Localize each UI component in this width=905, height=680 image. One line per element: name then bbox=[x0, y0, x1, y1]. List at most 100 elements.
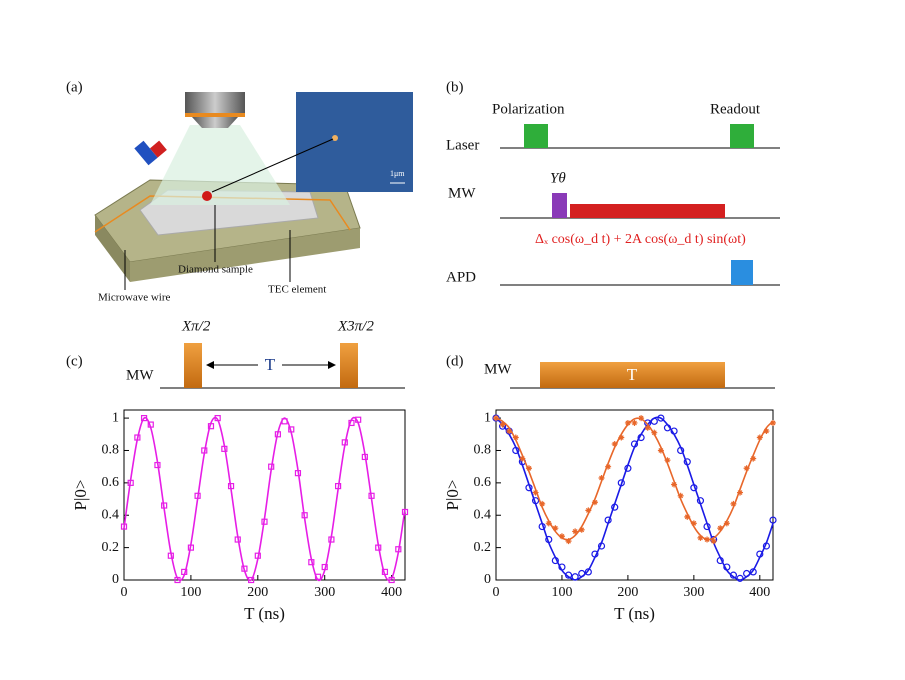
data-point bbox=[525, 465, 532, 472]
data-point bbox=[539, 500, 546, 507]
setup-illustration bbox=[94, 92, 413, 290]
label: Diamond sample bbox=[178, 264, 253, 276]
duration-label: T bbox=[627, 365, 638, 384]
y-tick-label: 0 bbox=[484, 572, 491, 587]
y-tick-label: 0.8 bbox=[102, 443, 120, 458]
y-tick-label: 0.6 bbox=[102, 475, 120, 490]
pulse bbox=[552, 193, 567, 218]
x-axis-label: T (ns) bbox=[614, 604, 655, 623]
data-point bbox=[598, 475, 605, 481]
data-point bbox=[730, 500, 737, 507]
label: Microwave wire bbox=[98, 292, 171, 304]
data-point bbox=[565, 538, 572, 545]
pulse-label: Polarization bbox=[492, 101, 565, 117]
data-point bbox=[631, 419, 638, 426]
data-point bbox=[572, 528, 579, 535]
row-label: Laser bbox=[446, 137, 479, 153]
y-tick-label: 0.2 bbox=[102, 540, 120, 555]
data-point bbox=[770, 419, 776, 426]
row-label: APD bbox=[446, 269, 476, 285]
y-tick-label: 0.4 bbox=[102, 507, 120, 522]
x-tick-label: 300 bbox=[683, 585, 704, 600]
row-label: MW bbox=[484, 361, 512, 377]
data-point bbox=[769, 516, 777, 524]
row-label: MW bbox=[126, 367, 154, 383]
x-tick-label: 300 bbox=[314, 585, 335, 600]
x-tick-label: 100 bbox=[180, 585, 201, 600]
x-tick-label: 100 bbox=[551, 585, 572, 600]
data-point bbox=[723, 520, 730, 527]
data-point bbox=[578, 526, 585, 533]
data-point bbox=[690, 520, 697, 527]
panel-label: (c) bbox=[66, 353, 83, 369]
y-axis-label: P|0> bbox=[71, 480, 90, 511]
plot-frame bbox=[495, 409, 774, 581]
pulse bbox=[731, 260, 753, 285]
fit-line bbox=[495, 416, 774, 581]
data-point bbox=[651, 429, 658, 436]
data-point bbox=[671, 481, 678, 488]
pulse-label: Readout bbox=[710, 101, 761, 117]
panel-label: (d) bbox=[446, 353, 464, 369]
fit-line bbox=[495, 417, 774, 541]
data-point bbox=[710, 538, 717, 545]
data-point bbox=[763, 428, 770, 435]
pulse-label: X3π/2 bbox=[337, 318, 374, 334]
y-tick-label: 0 bbox=[112, 572, 119, 587]
panel-label: (b) bbox=[446, 79, 464, 95]
data-point bbox=[611, 441, 618, 447]
data-point bbox=[585, 507, 592, 514]
data-point bbox=[697, 534, 704, 541]
gap-label: T bbox=[265, 355, 276, 374]
data-point bbox=[552, 525, 559, 532]
data-point bbox=[657, 447, 664, 454]
y-tick-label: 0.4 bbox=[474, 507, 492, 522]
pulse bbox=[524, 124, 548, 148]
y-tick-label: 1 bbox=[112, 410, 119, 425]
drive-formula: Δₓ cos(ω_d t) + 2A cos(ω_d t) sin(ωt) bbox=[535, 232, 746, 247]
panel-label: (a) bbox=[66, 79, 83, 95]
pulse-label: Xπ/2 bbox=[181, 318, 211, 334]
x-tick-label: 0 bbox=[493, 585, 500, 600]
y-tick-label: 0.8 bbox=[474, 443, 492, 458]
row-label: MW bbox=[448, 185, 476, 201]
pulse bbox=[340, 343, 358, 388]
pulse bbox=[540, 362, 725, 388]
x-tick-label: 0 bbox=[121, 585, 128, 600]
y-axis-label: P|0> bbox=[443, 480, 462, 511]
y-tick-label: 0.6 bbox=[474, 475, 492, 490]
data-point bbox=[605, 463, 612, 470]
data-point bbox=[545, 520, 552, 527]
data-point bbox=[499, 421, 506, 428]
fit-line bbox=[123, 416, 406, 582]
data-point bbox=[618, 434, 625, 441]
data-point bbox=[558, 533, 565, 540]
data-point bbox=[684, 513, 691, 520]
data-point bbox=[743, 465, 750, 472]
x-tick-label: 400 bbox=[749, 585, 770, 600]
data-point bbox=[664, 457, 671, 464]
pulse bbox=[184, 343, 202, 388]
y-tick-label: 1 bbox=[484, 410, 491, 425]
pulse bbox=[570, 204, 725, 218]
scale-label: 1μm bbox=[390, 169, 405, 178]
data-point bbox=[591, 499, 598, 506]
data-point bbox=[677, 492, 684, 499]
data-point bbox=[624, 419, 631, 426]
plot-frame bbox=[123, 409, 406, 581]
data-point bbox=[644, 424, 651, 431]
pulse bbox=[730, 124, 754, 148]
y-tick-label: 0.2 bbox=[474, 540, 492, 555]
data-point bbox=[532, 489, 539, 496]
x-tick-label: 400 bbox=[381, 585, 402, 600]
data-point bbox=[737, 489, 744, 496]
pulse-label: Yθ bbox=[550, 170, 566, 186]
label: TEC element bbox=[268, 284, 326, 296]
x-axis-label: T (ns) bbox=[244, 604, 285, 623]
data-point bbox=[750, 455, 757, 462]
data-point bbox=[493, 415, 499, 422]
x-tick-label: 200 bbox=[617, 585, 638, 600]
data-point bbox=[519, 455, 526, 462]
data-point bbox=[756, 434, 763, 441]
